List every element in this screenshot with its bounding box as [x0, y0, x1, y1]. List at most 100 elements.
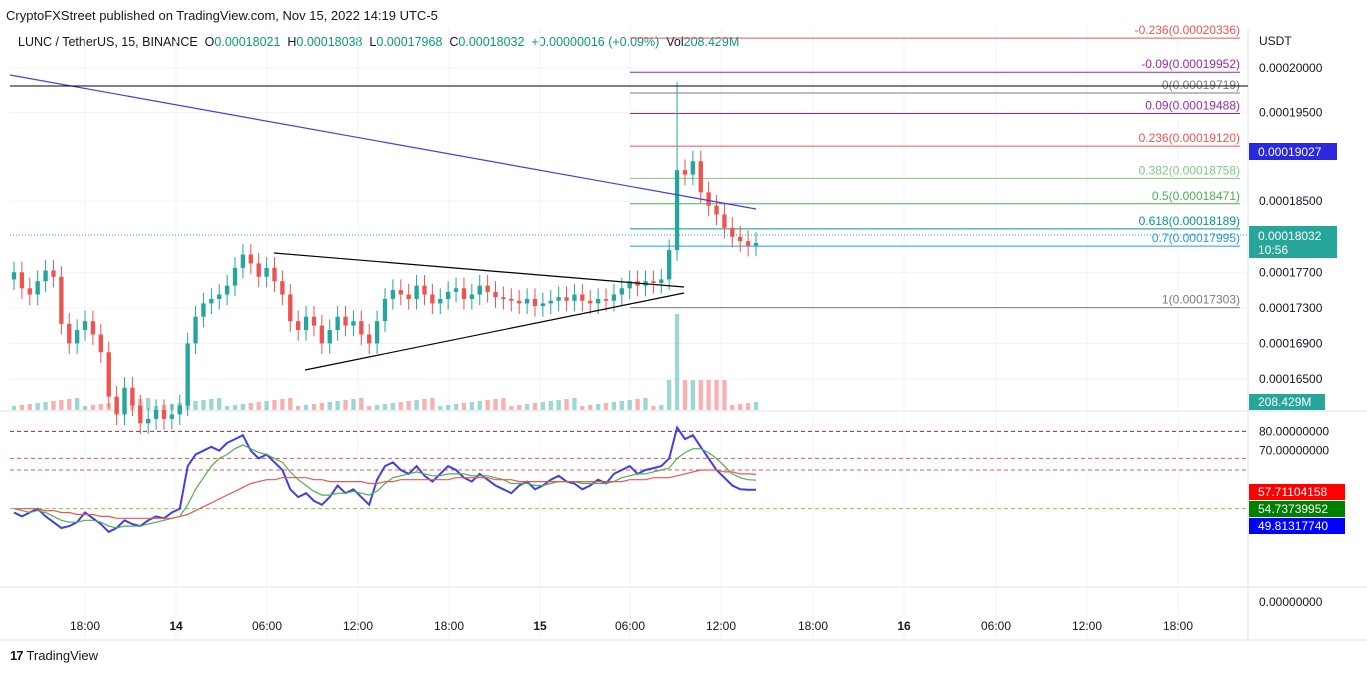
volume-bar: [224, 406, 230, 410]
time-axis-tick-label: 15: [533, 619, 547, 633]
candle-body: [722, 214, 727, 228]
volume-bar: [651, 406, 656, 410]
rsi-value-badge: 57.71104158: [1258, 485, 1328, 499]
tradingview-brand[interactable]: 17 TradingView: [10, 648, 98, 663]
publisher-header: CryptoFXStreet published on TradingView.…: [6, 8, 438, 23]
volume-bar: [635, 399, 640, 410]
candle-body: [698, 161, 703, 193]
time-axis-tick-label: 16: [897, 619, 911, 633]
volume-bar: [359, 398, 364, 410]
volume-bar: [722, 380, 727, 410]
fib-level-label: 0.382(0.00018758): [1139, 163, 1240, 177]
price-axis-tick-label: 0.00017300: [1259, 301, 1323, 315]
candle-body: [185, 343, 190, 406]
volume-bar: [130, 400, 135, 410]
candle-body: [201, 303, 206, 317]
volume-bar: [146, 398, 151, 410]
candle-body: [67, 323, 72, 344]
volume-bar: [698, 380, 703, 410]
volume-bar: [438, 406, 443, 410]
rsi-axis-tick-label: 80.00000000: [1259, 424, 1329, 438]
time-axis-tick-label: 18:00: [798, 619, 828, 633]
candle-body: [477, 285, 482, 295]
volume-bar: [35, 403, 40, 410]
candle-body: [146, 418, 151, 424]
candle-body: [327, 330, 332, 344]
volume-bar: [745, 403, 751, 410]
volume-bar: [374, 405, 380, 410]
candle-body: [43, 270, 48, 282]
countdown-badge: 10:56: [1258, 243, 1288, 257]
fib-level-label: 0.618(0.00018189): [1139, 214, 1240, 228]
volume-bar: [619, 401, 624, 410]
candle-body: [666, 250, 672, 280]
volume-bar: [19, 405, 25, 410]
candle-body: [161, 410, 167, 419]
volume-bar: [169, 404, 175, 410]
candle-body: [272, 267, 277, 282]
candle-body: [122, 387, 127, 415]
volume-bar: [753, 402, 759, 410]
volume-bar: [295, 406, 301, 410]
candle-body: [745, 241, 751, 246]
rsi-value-badge-bg: [1249, 518, 1345, 534]
rsi-series-line: [14, 469, 757, 519]
volume-bar: [485, 400, 490, 410]
volume-bar: [690, 380, 696, 410]
candle-body: [469, 294, 475, 299]
rsi-series-line: [13, 425, 756, 534]
volume-bar: [288, 398, 293, 410]
candle-body: [493, 291, 498, 298]
candle-body: [540, 303, 546, 307]
candle-body: [619, 288, 624, 295]
candle-body: [169, 414, 175, 419]
candle-body: [627, 281, 632, 289]
volume-bar: [414, 400, 419, 410]
volume-bar: [43, 402, 48, 410]
volume-bar: [311, 404, 317, 410]
triangle-upper-trendline: [273, 252, 685, 288]
candle-body: [406, 294, 411, 299]
open-label: O: [204, 35, 215, 49]
candle-body: [98, 334, 104, 353]
volume-bar: [659, 405, 664, 410]
volume-bar: [422, 399, 427, 410]
time-axis-tick-label: 12:00: [706, 619, 736, 633]
volume-bar: [122, 401, 127, 410]
volume-bar: [674, 314, 680, 410]
pair-label: LUNC / TetherUS, 15, BINANCE: [18, 35, 198, 49]
blue-line-price-badge-bg: [1249, 143, 1337, 160]
volume-bar: [248, 403, 253, 410]
candle-body: [422, 285, 427, 295]
candle-body: [224, 285, 230, 295]
candle-body: [11, 272, 17, 280]
volume-bar: [714, 380, 719, 410]
volume-bar: [643, 398, 648, 410]
candle-body: [74, 330, 80, 344]
candle-body: [730, 227, 735, 237]
candle-body: [603, 298, 609, 301]
time-axis-tick-label: 06:00: [981, 619, 1011, 633]
volume-bar: [706, 380, 711, 410]
candle-body: [114, 396, 119, 415]
rsi-value-badge: 54.73739952: [1258, 502, 1328, 516]
candle-body: [524, 298, 530, 304]
candle-body: [27, 288, 32, 295]
candle-body: [682, 170, 688, 175]
candle-body: [706, 192, 711, 206]
rsi-value-badge-bg: [1249, 484, 1345, 500]
candle-body: [611, 294, 617, 301]
rsi-series-line: [13, 444, 757, 529]
descending-trendline: [9, 74, 757, 210]
change-value: +0.00000016 (+0.09%): [531, 35, 660, 49]
time-axis-tick-label: 06:00: [252, 619, 282, 633]
volume-bar: [240, 404, 246, 410]
time-axis-tick-label: 14: [169, 619, 183, 633]
candle-body: [674, 170, 680, 251]
volume-bar: [59, 400, 64, 410]
volume-bar: [580, 406, 585, 410]
fib-level-label: 0.236(0.00019120): [1139, 131, 1240, 145]
volume-badge: 208.429M: [1258, 395, 1311, 409]
volume-bar: [367, 406, 372, 410]
